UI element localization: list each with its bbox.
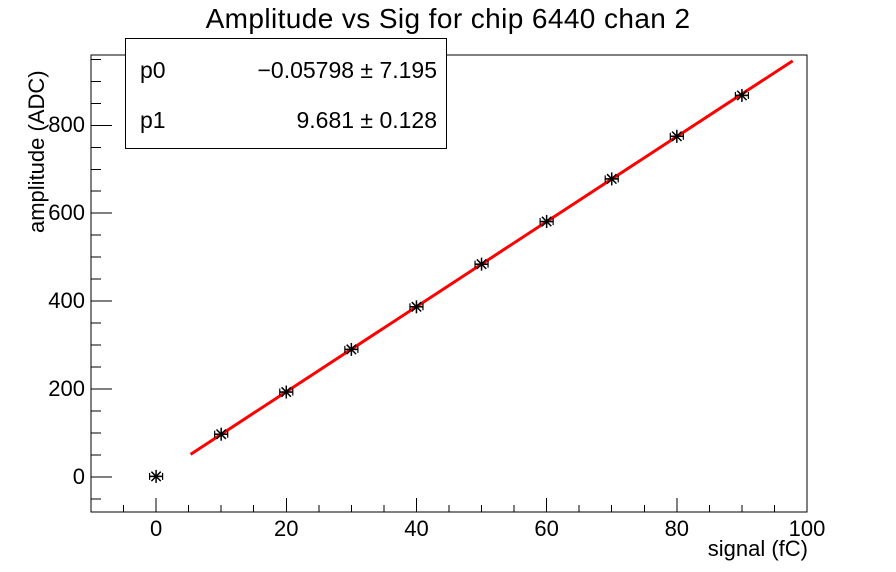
stat-param-name: p1 (140, 107, 166, 134)
fit-line (189, 59, 794, 456)
plot-title: Amplitude vs Sig for chip 6440 chan 2 (205, 3, 691, 34)
marker-stroke (281, 386, 292, 398)
data-point (474, 257, 489, 271)
stat-param-name: p0 (140, 56, 166, 83)
y-tick-label: 800 (48, 112, 85, 138)
marker-stroke (541, 216, 552, 227)
marker-stroke (606, 173, 617, 185)
data-point (409, 300, 424, 314)
x-tick-label: 100 (788, 516, 826, 541)
y-tick-label: 0 (72, 463, 85, 489)
marker-stroke (346, 344, 357, 355)
stat-param-value: −0.05798 ± 7.195 (257, 56, 437, 83)
data-point (214, 427, 229, 441)
y-tick-label: 400 (48, 288, 85, 314)
marker-stroke (150, 471, 162, 482)
stat-row-p0: p0 −0.05798 ± 7.195 (140, 57, 437, 84)
x-tick-label: 60 (534, 516, 559, 541)
stat-row-p1: p1 9.681 ± 0.128 (140, 107, 437, 134)
marker-stroke (671, 131, 683, 142)
fit-stats-box: p0 −0.05798 ± 7.195 p1 9.681 ± 0.128 (125, 38, 447, 149)
data-point (604, 172, 619, 186)
x-tick-label: 20 (274, 516, 299, 541)
data-point (734, 88, 750, 102)
data-point (279, 385, 294, 399)
x-tick-label: 40 (404, 516, 429, 541)
marker-stroke (411, 301, 422, 313)
data-point (148, 469, 164, 483)
marker-stroke (215, 428, 227, 440)
x-tick-label: 0 (149, 516, 163, 541)
x-tick-label: 80 (664, 516, 690, 541)
data-point (344, 342, 359, 356)
marker-stroke (736, 90, 748, 101)
data-point (669, 129, 684, 143)
x-axis-title: signal (fC) (707, 536, 808, 561)
data-point (539, 215, 554, 229)
marker-stroke (476, 258, 487, 270)
y-tick-label: 200 (48, 375, 85, 401)
y-tick-label: 600 (48, 200, 85, 226)
stat-param-value: 9.681 ± 0.128 (296, 107, 437, 134)
